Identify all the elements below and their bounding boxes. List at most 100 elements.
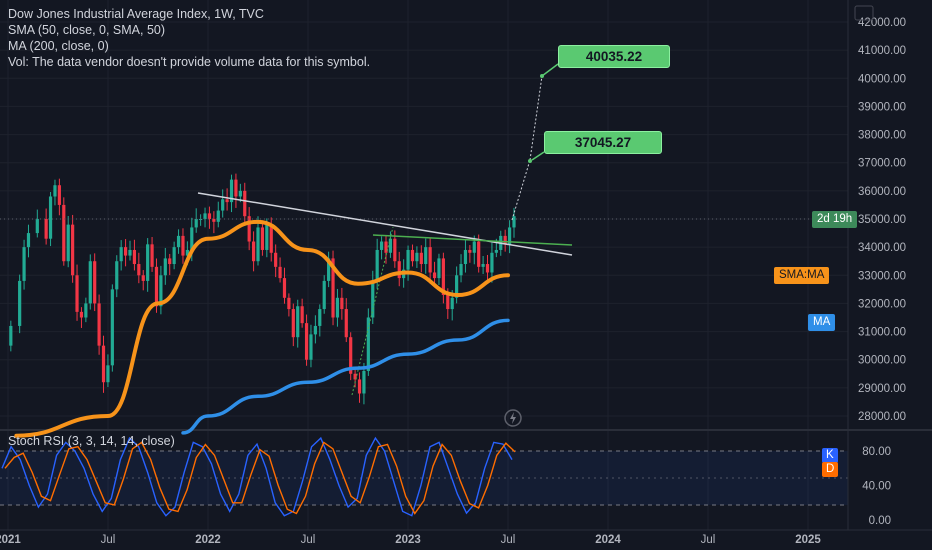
candle-body (291, 309, 295, 338)
candle-body (463, 249, 468, 265)
candle-body (397, 261, 401, 279)
candle-body (468, 249, 472, 253)
time-axis[interactable]: 2021 Jul 2022 Jul 2023 Jul 2024 Jul 2025 (0, 534, 821, 546)
stoch-tick-label: 0.00 (869, 515, 891, 527)
candle-body (375, 249, 379, 281)
candle-body (503, 235, 507, 245)
price-tick-label: 36000.00 (858, 186, 906, 198)
price-tick-label: 35000.00 (858, 214, 906, 226)
time-tick-label: Jul (301, 534, 316, 546)
candle-body (340, 297, 344, 310)
candle-body (163, 258, 167, 276)
stoch-rsi-legend[interactable]: Stoch RSI (3, 3, 14, 14, close) (8, 434, 175, 448)
countdown-tag: 2d 19h (812, 211, 858, 228)
candle-body (75, 275, 79, 312)
time-tick-label: Jul (101, 534, 116, 546)
candle-body (318, 309, 322, 326)
candle-body (477, 241, 481, 267)
time-tick-label: 2021 (0, 534, 21, 546)
candle-body (243, 190, 247, 217)
candle-body (432, 272, 437, 279)
candle-body (229, 179, 234, 203)
candle-body (9, 325, 13, 346)
price-tick-label: 29000.00 (858, 383, 906, 395)
candle-body (123, 247, 128, 256)
candle-body (362, 370, 366, 394)
candle-body (221, 199, 225, 211)
price-tick-label: 37000.00 (858, 158, 906, 170)
candle-body (238, 190, 242, 197)
legend-ma[interactable]: MA (200, close, 0) (8, 39, 109, 53)
candle-body (106, 365, 110, 383)
price-tick-label: 28000.00 (858, 411, 906, 423)
candle-body (278, 266, 282, 279)
candle-body (71, 224, 75, 276)
candle-body (79, 311, 84, 318)
candle-body (371, 280, 375, 318)
lightning-icon[interactable] (504, 409, 522, 427)
candle-body (379, 241, 384, 250)
projection-lower (511, 159, 531, 221)
time-tick-label: 2022 (195, 534, 221, 546)
sma-50-line (14, 219, 510, 438)
target-callout-lower[interactable]: 37045.27 (544, 131, 662, 154)
candle-body (459, 264, 463, 276)
candle-body (353, 373, 357, 380)
stoch-axis[interactable]: 0.00 40.00 80.00 (862, 446, 891, 527)
candle-body (331, 258, 335, 318)
candle-body (327, 258, 331, 281)
callout-pointer-lower (531, 151, 545, 161)
candle-body (490, 252, 494, 273)
candle-body (48, 196, 53, 239)
candle-body (344, 309, 348, 338)
price-tick-label: 33000.00 (858, 270, 906, 282)
candle-body (485, 264, 490, 273)
candle-body (450, 297, 454, 310)
stoch-tick-label: 80.00 (862, 446, 891, 458)
candle-body (384, 241, 388, 253)
candle-body (150, 244, 154, 267)
candle-body (388, 238, 393, 253)
sma-ma-tag: SMA:MA (774, 267, 830, 284)
candle-body (446, 294, 450, 310)
legend-vol[interactable]: Vol: The data vendor doesn't provide vol… (8, 55, 371, 69)
candle-body (247, 216, 251, 242)
legend-sma[interactable]: SMA (50, close, 0, SMA, 50) (8, 23, 166, 37)
price-tick-label: 34000.00 (858, 242, 906, 254)
stoch-band (0, 451, 848, 505)
price-tick-label: 42000.00 (858, 17, 906, 29)
candle-body (44, 219, 48, 239)
scale-menu-icon[interactable] (854, 5, 874, 21)
candle-body (216, 210, 220, 222)
candle-body (185, 249, 189, 256)
candle-body (110, 289, 114, 366)
candle-body (419, 252, 423, 265)
candle-body (296, 306, 300, 338)
candle-body (415, 252, 419, 262)
target-callout-upper[interactable]: 40035.22 (558, 45, 670, 68)
candle-body (101, 345, 106, 383)
candle-body (481, 264, 485, 267)
price-tick-label: 39000.00 (858, 101, 906, 113)
price-tick-label: 40000.00 (858, 73, 906, 85)
candle-body (300, 306, 304, 324)
neckline-trendline (372, 234, 573, 246)
legend-title[interactable]: Dow Jones Industrial Average Index, 1W, … (8, 7, 264, 21)
candle-body (269, 224, 273, 253)
candle-body (93, 261, 97, 304)
chart-legend: Dow Jones Industrial Average Index, 1W, … (8, 6, 370, 70)
candle-body (494, 249, 498, 253)
candle-body (357, 379, 362, 394)
candle-body (62, 204, 66, 262)
candle-body (159, 275, 163, 307)
candle-body (35, 219, 39, 234)
candle-body (168, 258, 172, 265)
candle-body (26, 233, 31, 248)
candle-body (287, 297, 291, 310)
price-axis[interactable]: 28000.00 29000.00 30000.00 31000.00 32000.00… (858, 17, 906, 423)
candle-body (410, 249, 415, 262)
candle-body (437, 258, 441, 279)
candle-body (212, 219, 216, 222)
candle-body (455, 275, 459, 298)
candle-body (154, 266, 159, 307)
